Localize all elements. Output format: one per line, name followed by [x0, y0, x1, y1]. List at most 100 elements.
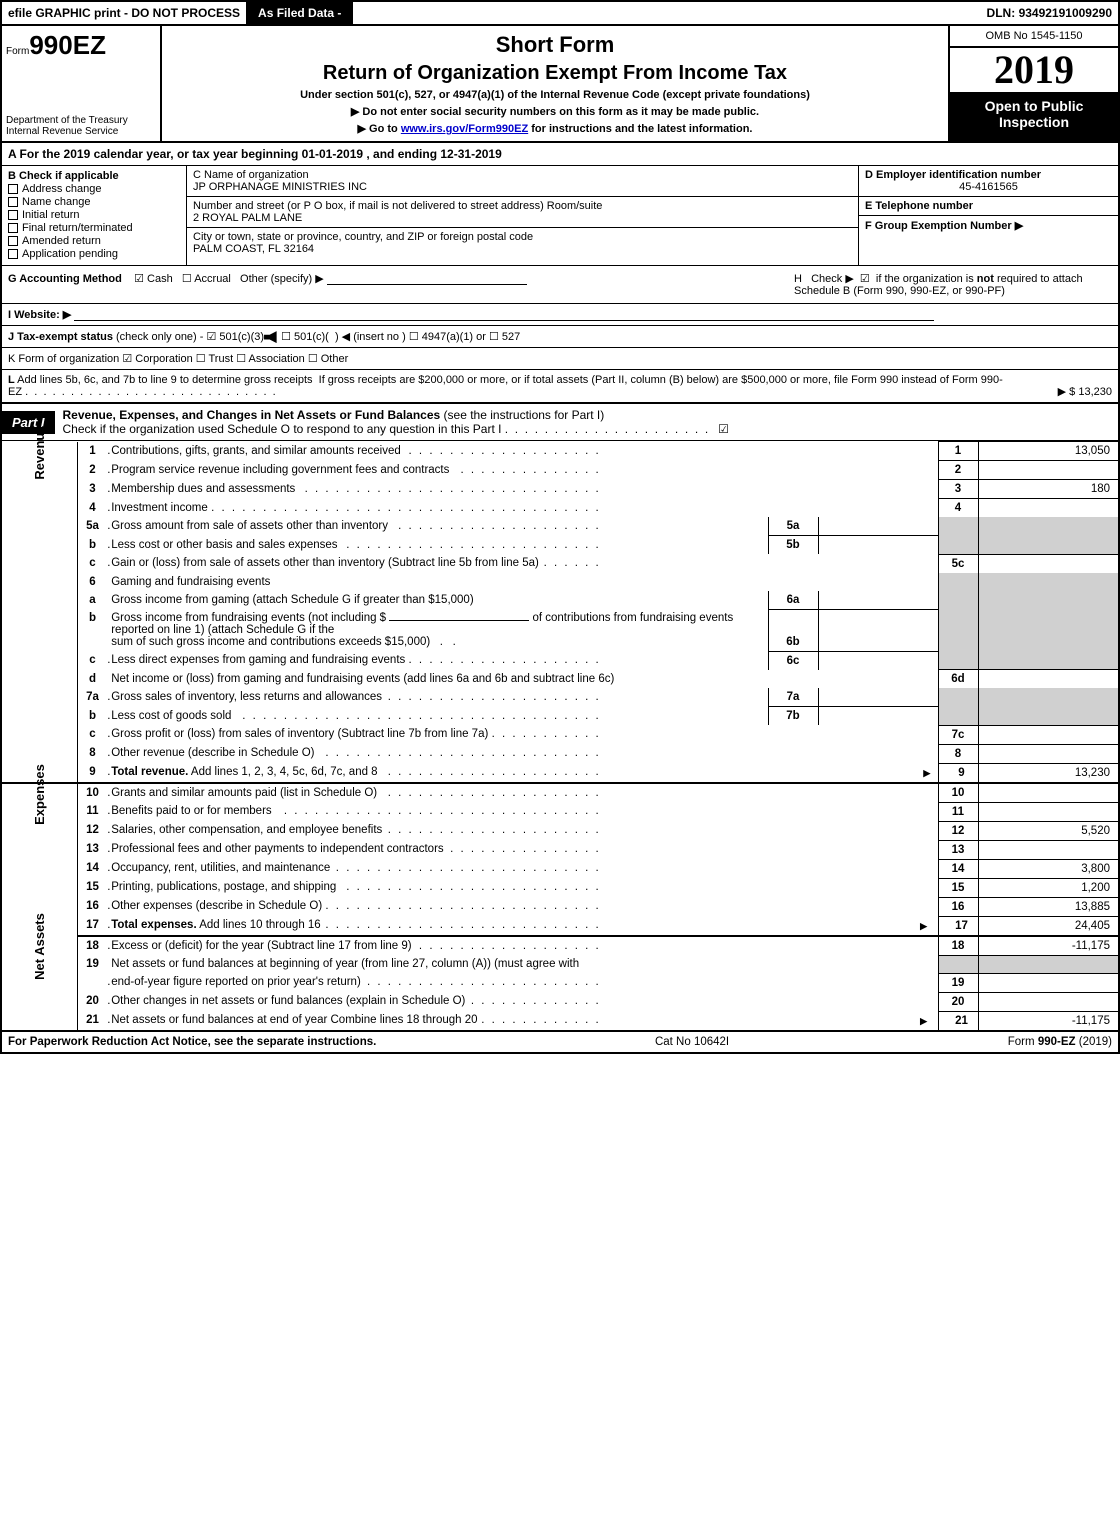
shaded-6v: [978, 573, 1118, 670]
ln7b-sub: 7b: [768, 707, 818, 726]
ln6a-desc: Gross income from gaming (attach Schedul…: [107, 591, 768, 610]
ln15-desc: Printing, publications, postage, and shi…: [107, 878, 938, 897]
website-label: I Website: ▶: [8, 309, 71, 321]
org-name-row: C Name of organization JP ORPHANAGE MINI…: [187, 166, 858, 197]
ln20-ncol: 20: [938, 992, 978, 1011]
ln20-desc: Other changes in net assets or fund bala…: [107, 992, 938, 1011]
accrual-label: Accrual: [194, 273, 231, 285]
line-19a: 19 Net assets or fund balances at beginn…: [2, 955, 1118, 973]
part1-title-wrap: Revenue, Expenses, and Changes in Net As…: [55, 404, 1118, 440]
h-text: H Check ▶ ☑ if the organization is not r…: [794, 273, 1083, 297]
ln14-desc: Occupancy, rent, utilities, and maintena…: [107, 859, 938, 878]
row-l-value: ▶ $ 13,230: [1058, 385, 1112, 398]
ln7b-num: b: [77, 707, 107, 726]
row-a: A For the 2019 calendar year, or tax yea…: [2, 143, 1118, 166]
ln5c-ncol: 5c: [938, 554, 978, 573]
chk-application-pending[interactable]: Application pending: [8, 248, 180, 260]
ln14-num: 14: [77, 859, 107, 878]
phone-label: E Telephone number: [865, 200, 1112, 212]
org-name-value: JP ORPHANAGE MINISTRIES INC: [193, 181, 852, 193]
other-specify[interactable]: Other (specify) ▶: [240, 273, 324, 285]
ln9-desc: Total revenue. Add lines 1, 2, 3, 4, 5c,…: [107, 763, 938, 783]
line-6: 6 Gaming and fundraising events: [2, 573, 1118, 591]
ln12-val: 5,520: [978, 821, 1118, 840]
other-line[interactable]: [327, 273, 527, 285]
ln7a-desc: Gross sales of inventory, less returns a…: [107, 688, 768, 707]
header-right: OMB No 1545-1150 2019 Open to Public Ins…: [948, 26, 1118, 141]
shaded-5: [938, 517, 978, 554]
goto-url[interactable]: www.irs.gov/Form990EZ: [401, 123, 528, 135]
ln13-val: [978, 840, 1118, 859]
part1-title: Revenue, Expenses, and Changes in Net As…: [63, 408, 441, 422]
part1-checkbox[interactable]: ☑: [718, 422, 729, 436]
website-line[interactable]: [74, 309, 934, 321]
ln8-val: [978, 744, 1118, 763]
ln13-desc: Professional fees and other payments to …: [107, 840, 938, 859]
org-city-value: PALM COAST, FL 32164: [193, 243, 852, 255]
row-l: L Add lines 5b, 6c, and 7b to line 9 to …: [2, 370, 1118, 404]
ln19-desc-b: end-of-year figure reported on prior yea…: [107, 973, 938, 992]
shaded-5v: [978, 517, 1118, 554]
footer-form: Form 990-EZ (2019): [1008, 1036, 1112, 1048]
line-18: Net Assets 18 Excess or (deficit) for th…: [2, 936, 1118, 956]
ln5b-sub: 5b: [768, 536, 818, 555]
ln10-val: [978, 783, 1118, 803]
box-c: C Name of organization JP ORPHANAGE MINI…: [187, 166, 858, 265]
footer-form-prefix: Form: [1008, 1036, 1035, 1048]
line-19b: end-of-year figure reported on prior yea…: [2, 973, 1118, 992]
ln7b-subv: [818, 707, 938, 726]
chk-accrual[interactable]: ☐ Accrual: [182, 273, 231, 285]
ln8-ncol: 8: [938, 744, 978, 763]
ln20-num: 20: [77, 992, 107, 1011]
ln5c-desc: Gain or (loss) from sale of assets other…: [107, 554, 938, 573]
irs-label: Internal Revenue Service: [6, 126, 156, 137]
ln4-ncol: 4: [938, 499, 978, 518]
row-gh: G Accounting Method ☑ Cash ☐ Accrual Oth…: [2, 266, 1118, 304]
ln12-num: 12: [77, 821, 107, 840]
ln10-desc: Grants and similar amounts paid (list in…: [107, 783, 938, 803]
dln-block: DLN: 93492191009290: [981, 2, 1118, 24]
dln-value: 93492191009290: [1019, 6, 1112, 20]
ln6c-sub: 6c: [768, 651, 818, 670]
ln2-val: [978, 461, 1118, 480]
ln6d-desc: Net income or (loss) from gaming and fun…: [107, 670, 938, 689]
ln18-desc: Excess or (deficit) for the year (Subtra…: [107, 936, 938, 956]
chk-name-change[interactable]: Name change: [8, 196, 180, 208]
line-7a: 7a Gross sales of inventory, less return…: [2, 688, 1118, 707]
ln3-val: 180: [978, 480, 1118, 499]
chk-final-return[interactable]: Final return/terminated: [8, 222, 180, 234]
form-prefix: Form: [6, 46, 29, 57]
chk-label: Name change: [22, 196, 91, 208]
chk-address-change[interactable]: Address change: [8, 183, 180, 195]
ln5c-val: [978, 554, 1118, 573]
ln7c-num: c: [77, 725, 107, 744]
box-b: B Check if applicable Address change Nam…: [2, 166, 187, 265]
top-bar: efile GRAPHIC print - DO NOT PROCESS As …: [2, 2, 1118, 26]
goto-link[interactable]: ▶ Go to www.irs.gov/Form990EZ for instru…: [172, 122, 938, 135]
chk-label: Initial return: [22, 209, 79, 221]
chk-amended-return[interactable]: Amended return: [8, 235, 180, 247]
ln21-desc: Net assets or fund balances at end of ye…: [107, 1011, 938, 1030]
box-b-title: B Check if applicable: [8, 170, 180, 182]
ln18-val: -11,175: [978, 936, 1118, 956]
ln7a-num: 7a: [77, 688, 107, 707]
ln12-ncol: 12: [938, 821, 978, 840]
ln6-num: 6: [77, 573, 107, 591]
ln6c-desc: Less direct expenses from gaming and fun…: [107, 651, 768, 670]
ln17-num: 17: [77, 916, 107, 936]
ln5a-subv: [818, 517, 938, 536]
ln10-num: 10: [77, 783, 107, 803]
chk-cash[interactable]: ☑ Cash: [134, 273, 173, 285]
open-public-box: Open to Public Inspection: [950, 92, 1118, 141]
ln5a-desc: Gross amount from sale of assets other t…: [107, 517, 768, 536]
ln6a-sub: 6a: [768, 591, 818, 610]
ln4-val: [978, 499, 1118, 518]
ln3-ncol: 3: [938, 480, 978, 499]
ln1-val: 13,050: [978, 442, 1118, 461]
ln6b-subv: [818, 609, 938, 651]
ln6d-ncol: 6d: [938, 670, 978, 689]
chk-initial-return[interactable]: Initial return: [8, 209, 180, 221]
line-21: 21 Net assets or fund balances at end of…: [2, 1011, 1118, 1030]
line-12: 12 Salaries, other compensation, and emp…: [2, 821, 1118, 840]
ln6c-num: c: [77, 651, 107, 670]
